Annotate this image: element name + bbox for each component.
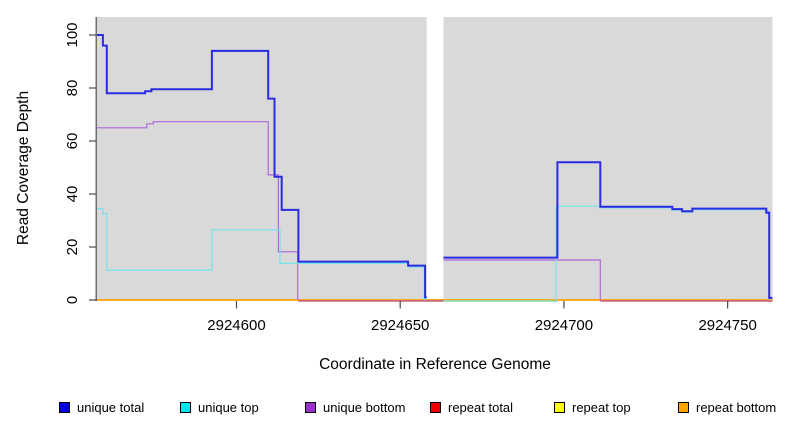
legend-label-unique-top: unique top: [198, 399, 259, 415]
y-tick-label-40: 40: [64, 186, 81, 203]
legend-item-unique-bottom: unique bottom: [305, 399, 405, 415]
y-tick-label-60: 60: [64, 133, 81, 150]
legend-swatch-unique-bottom: [305, 401, 316, 413]
legend-item-unique-total: unique total: [59, 399, 144, 415]
coverage-gap-band: [426, 17, 444, 300]
x-tick-label-2924650: 2924650: [371, 317, 429, 334]
legend-swatch-repeat-bottom: [678, 401, 689, 413]
legend-swatch-unique-top: [180, 401, 191, 413]
series-unique-total-line-1: [443, 161, 773, 299]
y-tick-label-100: 100: [64, 22, 81, 47]
legend-label-repeat-bottom: repeat bottom: [696, 399, 777, 415]
x-tick-label-2924750: 2924750: [698, 317, 756, 334]
x-tick-label-2924700: 2924700: [535, 317, 593, 334]
y-tick-label-80: 80: [64, 80, 81, 97]
legend-swatch-unique-total: [59, 401, 70, 413]
y-axis-title: Read Coverage Depth: [15, 91, 32, 245]
y-tick-label-20: 20: [64, 239, 81, 256]
legend-item-unique-top: unique top: [180, 399, 259, 415]
legend-label-unique-total: unique total: [77, 399, 145, 415]
y-tick-label-0: 0: [64, 296, 81, 304]
series-unique-top-line-0: [97, 208, 427, 300]
legend-label-repeat-total: repeat total: [448, 399, 514, 415]
legend-label-unique-bottom: unique bottom: [323, 399, 406, 415]
legend-swatch-repeat-total: [430, 401, 441, 413]
x-tick-label-2924600: 2924600: [207, 317, 265, 334]
legend-item-repeat-total: repeat total: [430, 399, 513, 415]
legend: unique total unique top unique bottom repea…: [0, 399, 792, 421]
legend-label-repeat-top: repeat top: [572, 399, 631, 415]
series-unique-bottom-line-1: [443, 259, 601, 300]
legend-item-repeat-bottom: repeat bottom: [678, 399, 776, 415]
x-axis-title: Coordinate in Reference Genome: [319, 356, 551, 373]
series-unique-total-line-0: [97, 34, 427, 299]
legend-item-repeat-top: repeat top: [554, 399, 631, 415]
series-unique-bottom-line-0: [97, 121, 299, 300]
coverage-plot-canvas: 2924600 2924650 2924700 2924750 0 20 40 60 80 100…: [15, 17, 773, 373]
legend-swatch-repeat-top: [554, 401, 565, 413]
